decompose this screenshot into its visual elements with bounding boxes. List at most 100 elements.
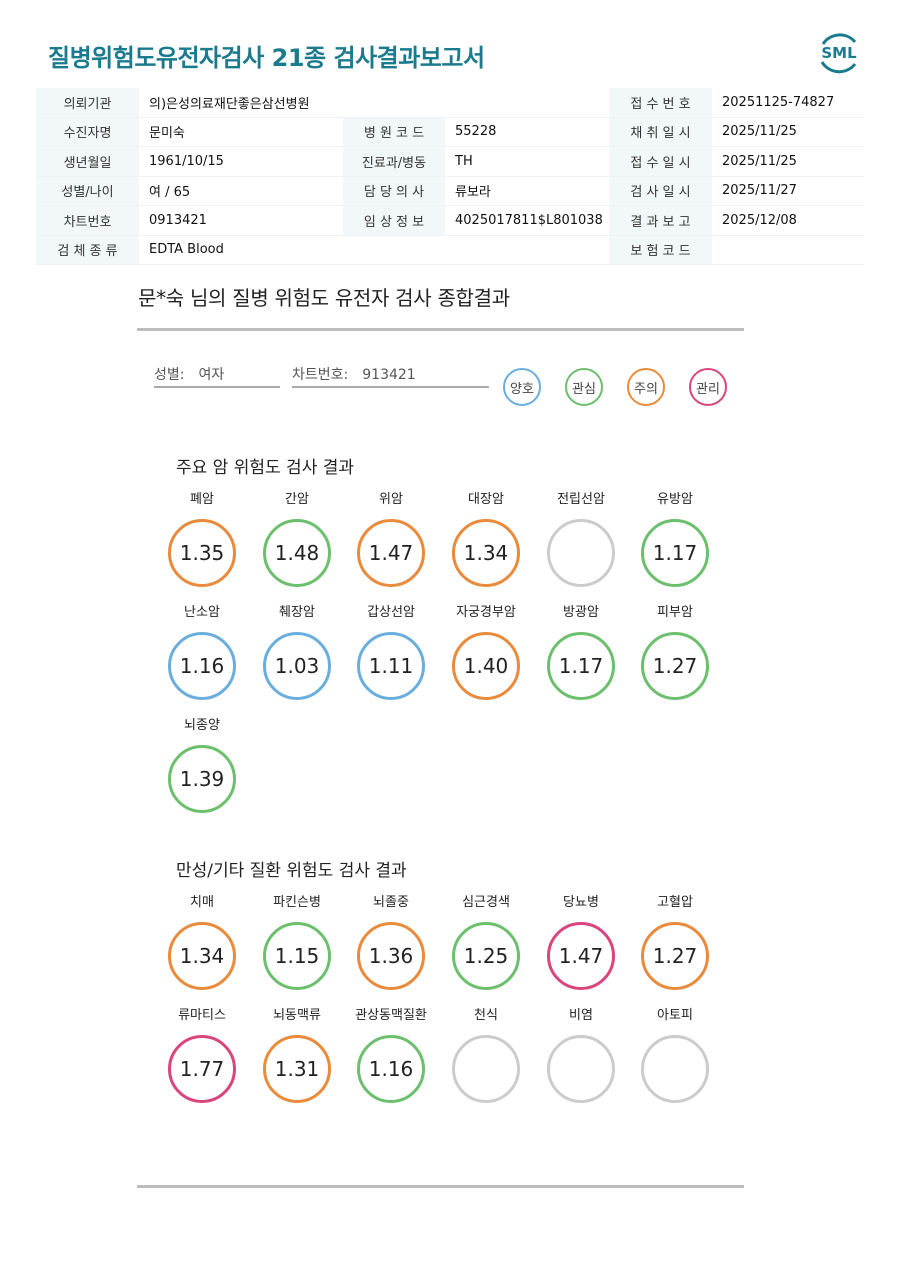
dept-value: TH: [445, 146, 609, 177]
gene-name: 심근경색: [462, 895, 510, 910]
legend-good: 양호: [503, 368, 541, 406]
gene-result-item: 류마티스 1.77: [157, 1007, 247, 1103]
gene-result-item: 파킨슨병 1.15: [252, 894, 342, 990]
specimen-label: 검 체 종 류: [36, 235, 139, 265]
doctor-value: 류보라: [445, 176, 609, 206]
gene-name: 치매: [190, 895, 214, 910]
info-row: 생년월일 1961/10/15 진료과/병동 TH 접 수 일 시 2025/1…: [36, 146, 864, 177]
gene-result-item: 유방암 1.17: [630, 491, 720, 587]
report-title: 질병위험도유전자검사 21종 검사결과보고서: [48, 44, 485, 72]
gene-risk-circle: 1.77: [168, 1035, 236, 1103]
reception-date-value: 2025/11/25: [712, 146, 864, 177]
sex-field: 성별: 여자: [154, 364, 280, 388]
info-row: 의뢰기관 의)은성의료재단좋은삼선병원 접 수 번 호 20251125-748…: [36, 88, 864, 118]
sex-age-label: 성별/나이: [36, 176, 139, 206]
report-date-value: 2025/12/08: [712, 205, 864, 236]
gene-risk-circle: 1.16: [357, 1035, 425, 1103]
doctor-label: 담 당 의 사: [343, 176, 445, 206]
gene-name: 자궁경부암: [456, 605, 516, 620]
gene-risk-circle: 1.16: [168, 632, 236, 700]
gene-name: 류마티스: [178, 1008, 226, 1023]
gene-name: 뇌동맥류: [273, 1008, 321, 1023]
gene-name: 췌장암: [279, 605, 315, 620]
gene-name: 관상동맥질환: [355, 1008, 427, 1023]
gene-risk-circle: 1.40: [452, 632, 520, 700]
gene-risk-circle: [547, 1035, 615, 1103]
bottom-divider: [137, 1185, 744, 1188]
gene-name: 뇌종양: [184, 718, 220, 733]
gene-risk-circle: 1.27: [641, 632, 709, 700]
legend-manage: 관리: [689, 368, 727, 406]
dept-label: 진료과/병동: [343, 146, 445, 177]
gene-result-item: 뇌종양 1.39: [157, 717, 247, 813]
chart-field: 차트번호: 913421: [292, 364, 489, 388]
info-row: 검 체 종 류 EDTA Blood 보 험 코 드: [36, 235, 864, 265]
gene-result-item: 대장암 1.34: [441, 491, 531, 587]
info-row: 차트번호 0913421 임 상 정 보 4025017811$L801038 …: [36, 205, 864, 236]
gene-risk-circle: 1.11: [357, 632, 425, 700]
chart-field-label: 차트번호:: [292, 367, 349, 383]
gene-result-item: 간암 1.48: [252, 491, 342, 587]
chronic-section-title: 만성/기타 질환 위험도 검사 결과: [176, 861, 407, 881]
report-date-label: 결 과 보 고: [609, 205, 712, 236]
gene-result-item: 폐암 1.35: [157, 491, 247, 587]
gene-name: 방광암: [563, 605, 599, 620]
sex-age-value: 여 / 65: [139, 176, 343, 206]
gene-risk-circle: [547, 519, 615, 587]
gene-name: 아토피: [657, 1008, 693, 1023]
clinical-value: 4025017811$L801038: [445, 205, 609, 236]
gene-result-item: 관상동맥질환 1.16: [346, 1007, 436, 1103]
summary-title: 문*숙 님의 질병 위험도 유전자 검사 종합결과: [138, 286, 510, 310]
gene-name: 전립선암: [557, 492, 605, 507]
gene-result-item: 전립선암: [536, 491, 626, 587]
logo-text: SML: [821, 44, 857, 62]
gene-result-item: 심근경색 1.25: [441, 894, 531, 990]
info-row: 수진자명 문미숙 병 원 코 드 55228 채 취 일 시 2025/11/2…: [36, 117, 864, 147]
chart-no-value: 0913421: [139, 205, 343, 236]
gene-name: 피부암: [657, 605, 693, 620]
gene-result-item: 피부암 1.27: [630, 604, 720, 700]
gene-name: 갑상선암: [367, 605, 415, 620]
test-date-label: 검 사 일 시: [609, 176, 712, 206]
gene-risk-circle: 1.36: [357, 922, 425, 990]
gene-risk-circle: 1.25: [452, 922, 520, 990]
gene-risk-circle: 1.31: [263, 1035, 331, 1103]
legend-interest: 관심: [565, 368, 603, 406]
gene-risk-circle: 1.34: [168, 922, 236, 990]
institution-label: 의뢰기관: [36, 88, 139, 118]
gene-name: 천식: [474, 1008, 498, 1023]
gene-result-item: 췌장암 1.03: [252, 604, 342, 700]
sex-field-label: 성별:: [154, 367, 185, 383]
dob-value: 1961/10/15: [139, 146, 343, 177]
patient-info-table: 의뢰기관 의)은성의료재단좋은삼선병원 접 수 번 호 20251125-748…: [36, 88, 864, 265]
gene-result-item: 위암 1.47: [346, 491, 436, 587]
sml-logo: SML: [815, 30, 863, 76]
gene-risk-circle: 1.03: [263, 632, 331, 700]
gene-name: 당뇨병: [563, 895, 599, 910]
gene-risk-circle: [641, 1035, 709, 1103]
gene-result-item: 치매 1.34: [157, 894, 247, 990]
gene-name: 뇌졸중: [373, 895, 409, 910]
gene-result-item: 갑상선암 1.11: [346, 604, 436, 700]
gene-name: 폐암: [190, 492, 214, 507]
gene-result-item: 자궁경부암 1.40: [441, 604, 531, 700]
gene-risk-circle: 1.17: [547, 632, 615, 700]
gene-result-item: 천식: [441, 1007, 531, 1103]
patient-value: 문미숙: [139, 117, 343, 147]
gene-risk-circle: 1.27: [641, 922, 709, 990]
hospital-code-value: 55228: [445, 117, 609, 147]
gene-name: 고혈압: [657, 895, 693, 910]
specimen-value: EDTA Blood: [139, 235, 609, 265]
reception-no-value: 20251125-74827: [712, 88, 864, 118]
gene-risk-circle: 1.34: [452, 519, 520, 587]
patient-label: 수진자명: [36, 117, 139, 147]
reception-no-label: 접 수 번 호: [609, 88, 712, 118]
gene-name: 대장암: [468, 492, 504, 507]
gene-risk-circle: 1.47: [547, 922, 615, 990]
gene-result-item: 당뇨병 1.47: [536, 894, 626, 990]
test-date-value: 2025/11/27: [712, 176, 864, 206]
gene-name: 위암: [379, 492, 403, 507]
chart-field-value: 913421: [362, 367, 416, 383]
info-row: 성별/나이 여 / 65 담 당 의 사 류보라 검 사 일 시 2025/11…: [36, 176, 864, 206]
gene-risk-circle: 1.48: [263, 519, 331, 587]
